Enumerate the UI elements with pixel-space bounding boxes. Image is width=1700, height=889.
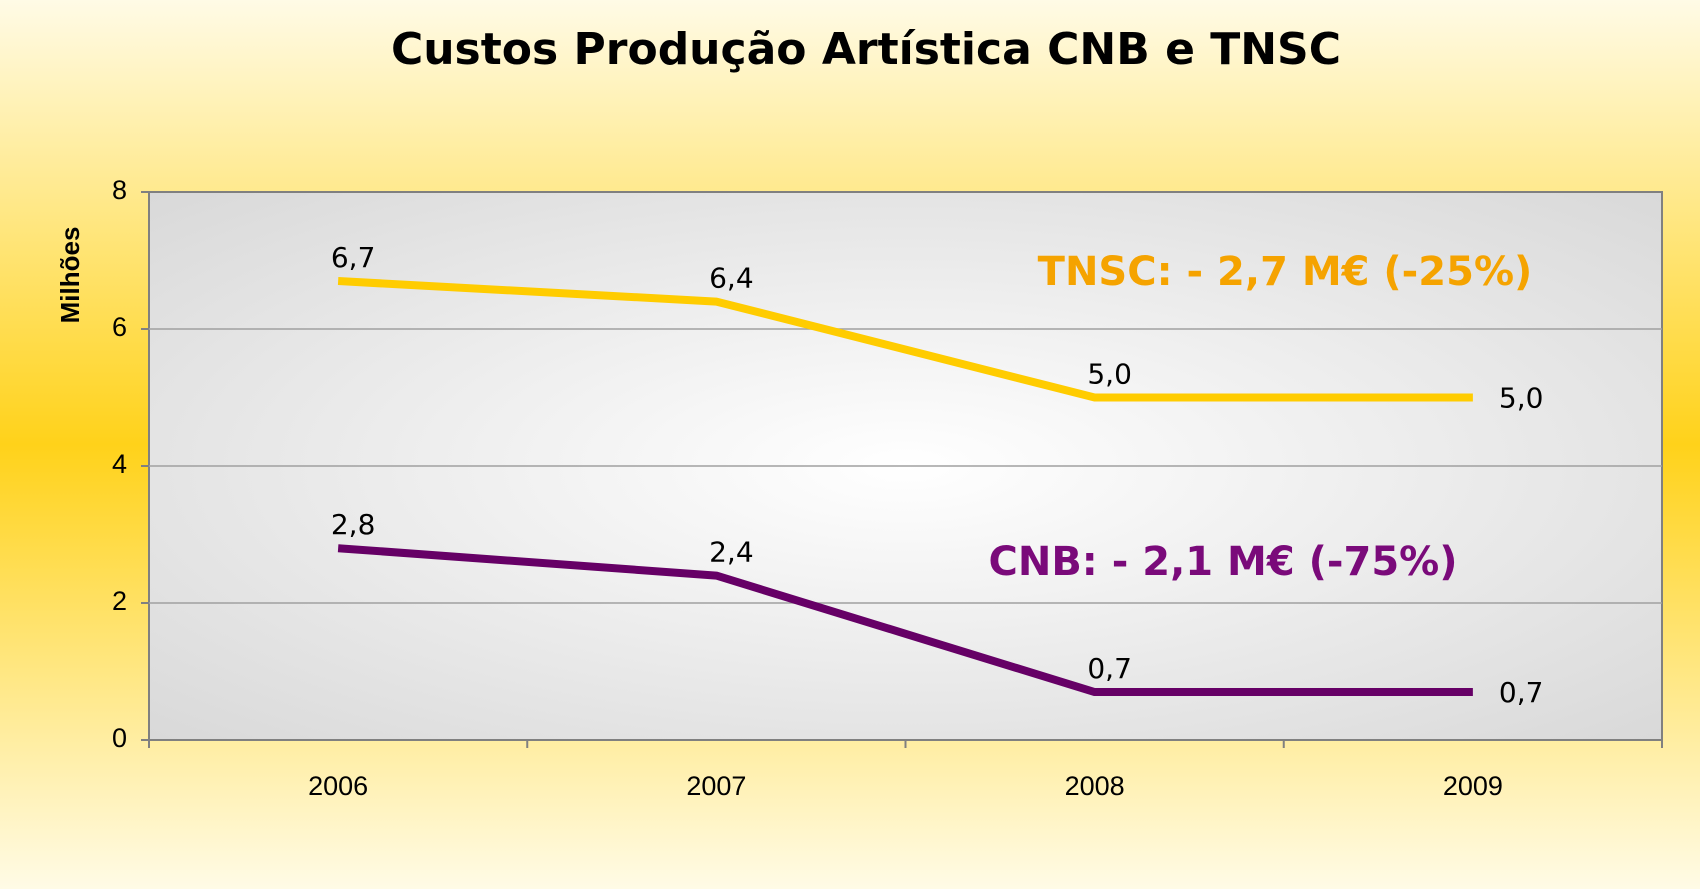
- y-axis-label: Milhões: [55, 227, 85, 324]
- chart-title: Custos Produção Artística CNB e TNSC: [391, 24, 1341, 75]
- y-tick-label: 8: [112, 175, 127, 205]
- data-label: 0,7: [1499, 676, 1544, 709]
- annotation: CNB: - 2,1 M€ (-75%): [988, 539, 1457, 585]
- data-label: 2,8: [331, 508, 376, 541]
- series-line: [337, 277, 1473, 402]
- x-tick-label: 2008: [1065, 771, 1125, 801]
- x-tick-label: 2006: [308, 771, 368, 801]
- data-label: 6,7: [331, 241, 376, 274]
- data-label: 2,4: [709, 536, 754, 569]
- y-tick-label: 6: [112, 312, 127, 342]
- data-label: 6,4: [709, 262, 754, 295]
- y-tick-label: 4: [112, 449, 127, 479]
- data-label: 5,0: [1087, 358, 1132, 391]
- data-label: 5,0: [1499, 382, 1544, 415]
- series-line: [337, 544, 1473, 697]
- x-tick-label: 2007: [686, 771, 746, 801]
- data-label: 0,7: [1087, 652, 1132, 685]
- y-tick-label: 0: [112, 723, 127, 753]
- x-tick-label: 2009: [1443, 771, 1503, 801]
- y-tick-label: 2: [112, 586, 127, 616]
- annotation: TNSC: - 2,7 M€ (-25%): [1038, 249, 1533, 295]
